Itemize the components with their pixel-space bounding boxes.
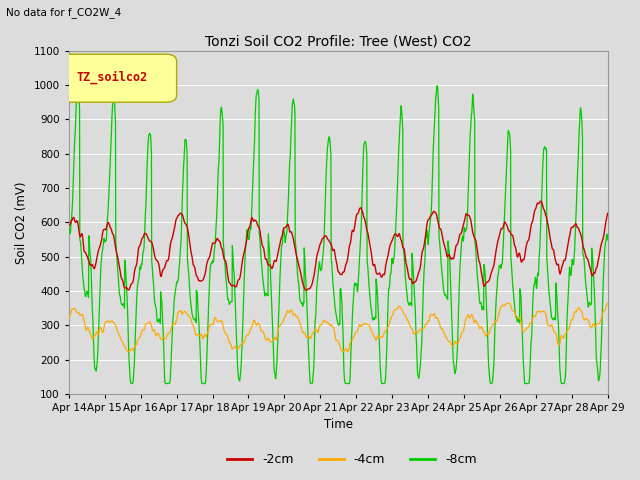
FancyBboxPatch shape xyxy=(61,54,177,102)
Text: TZ_soilco2: TZ_soilco2 xyxy=(77,71,148,84)
Title: Tonzi Soil CO2 Profile: Tree (West) CO2: Tonzi Soil CO2 Profile: Tree (West) CO2 xyxy=(205,34,472,48)
Y-axis label: Soil CO2 (mV): Soil CO2 (mV) xyxy=(15,181,28,264)
Legend: -2cm, -4cm, -8cm: -2cm, -4cm, -8cm xyxy=(222,448,482,471)
X-axis label: Time: Time xyxy=(324,419,353,432)
Text: No data for f_CO2W_4: No data for f_CO2W_4 xyxy=(6,7,122,18)
